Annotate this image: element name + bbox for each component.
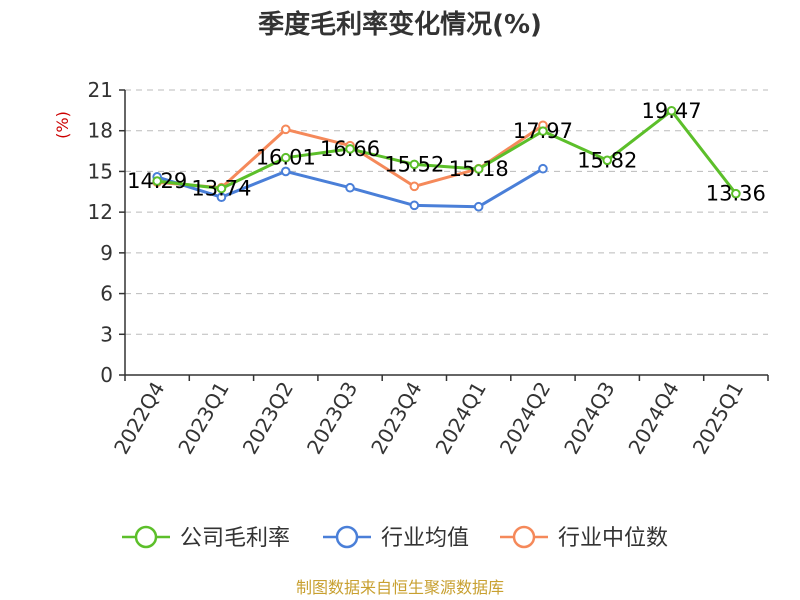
x-tick-label-2024Q4: 2024Q4	[623, 378, 683, 459]
legend-label-1: 行业均值	[381, 526, 469, 551]
series-lines	[152, 105, 741, 212]
data-label-2023Q1: 13.74	[191, 177, 251, 201]
data-point	[409, 181, 420, 192]
data-label-2023Q4: 15.52	[384, 152, 444, 176]
data-point	[345, 144, 355, 154]
legend-marker-1	[335, 525, 359, 549]
x-tick-label-2023Q2: 2023Q2	[238, 378, 298, 459]
data-label-2023Q3: 16.66	[320, 137, 380, 161]
series-line-0	[157, 109, 738, 195]
x-tick-label-2024Q3: 2024Q3	[559, 378, 619, 459]
y-tick-label-18: 18	[88, 119, 113, 143]
chart-title: 季度毛利率变化情况(%)	[258, 9, 542, 40]
y-tick-label-6: 6	[100, 282, 113, 306]
data-label-2023Q2: 16.01	[256, 146, 316, 170]
x-tick-label-2023Q1: 2023Q1	[173, 378, 233, 459]
grid-lines	[125, 89, 768, 335]
data-label-2025Q1: 13.36	[706, 182, 766, 206]
legend-marker-2	[512, 525, 536, 549]
y-tick-label-21: 21	[88, 78, 113, 102]
legend-label-2: 行业中位数	[558, 526, 668, 551]
x-tick-label-2022Q4: 2022Q4	[109, 378, 169, 459]
source-note: 制图数据来自恒生聚源数据库	[296, 578, 504, 597]
y-tick-label-12: 12	[88, 200, 113, 224]
legend-marker-0	[134, 525, 158, 549]
y-tick-label-9: 9	[100, 241, 113, 265]
y-tick-label-0: 0	[100, 363, 113, 387]
x-tick-label-2023Q4: 2023Q4	[366, 378, 426, 459]
data-point	[473, 164, 484, 174]
data-point	[473, 201, 484, 212]
data-point	[409, 159, 420, 170]
x-tick-label-2024Q2: 2024Q2	[495, 378, 555, 459]
legend: 公司毛利率 行业均值 行业中位数	[122, 525, 668, 551]
data-point	[280, 124, 291, 135]
data-point	[152, 176, 162, 186]
data-point	[216, 192, 227, 203]
x-tick-label-2024Q1: 2024Q1	[431, 378, 491, 459]
data-point	[280, 166, 291, 177]
data-point	[216, 183, 227, 194]
data-point	[345, 182, 355, 193]
data-label-2024Q3: 15.82	[577, 148, 637, 172]
data-label-2024Q4: 19.47	[641, 99, 701, 123]
data-point	[666, 105, 677, 116]
legend-label-0: 公司毛利率	[180, 526, 290, 551]
y-axis-label: (%)	[53, 111, 72, 139]
data-point	[731, 188, 741, 199]
data-point	[409, 200, 420, 211]
x-tick-label-2023Q3: 2023Q3	[302, 378, 362, 459]
data-point	[538, 126, 548, 136]
data-point	[538, 163, 548, 174]
x-tick-label-2025Q1: 2025Q1	[688, 378, 748, 459]
data-point	[280, 152, 291, 163]
data-label-2024Q1: 15.18	[449, 157, 509, 181]
data-point	[602, 155, 613, 166]
y-tick-label-15: 15	[88, 159, 113, 183]
data-label-2022Q4: 14.29	[127, 169, 187, 193]
axes: 0 3 6 9 12 15 18 21 2022Q4 2023Q1 2023Q2 2023Q3 2023…	[88, 78, 769, 459]
data-label-2024Q2: 17.97	[513, 119, 573, 143]
y-tick-label-3: 3	[100, 322, 113, 346]
